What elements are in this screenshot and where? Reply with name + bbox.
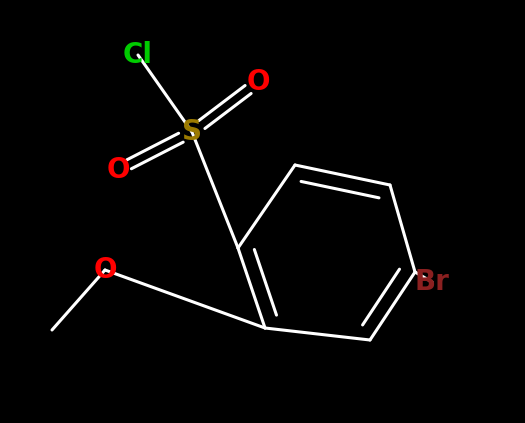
Text: Cl: Cl xyxy=(123,41,153,69)
Text: S: S xyxy=(182,118,202,146)
Text: O: O xyxy=(246,68,270,96)
Text: O: O xyxy=(93,256,117,284)
Text: O: O xyxy=(106,156,130,184)
Text: Br: Br xyxy=(415,268,449,296)
